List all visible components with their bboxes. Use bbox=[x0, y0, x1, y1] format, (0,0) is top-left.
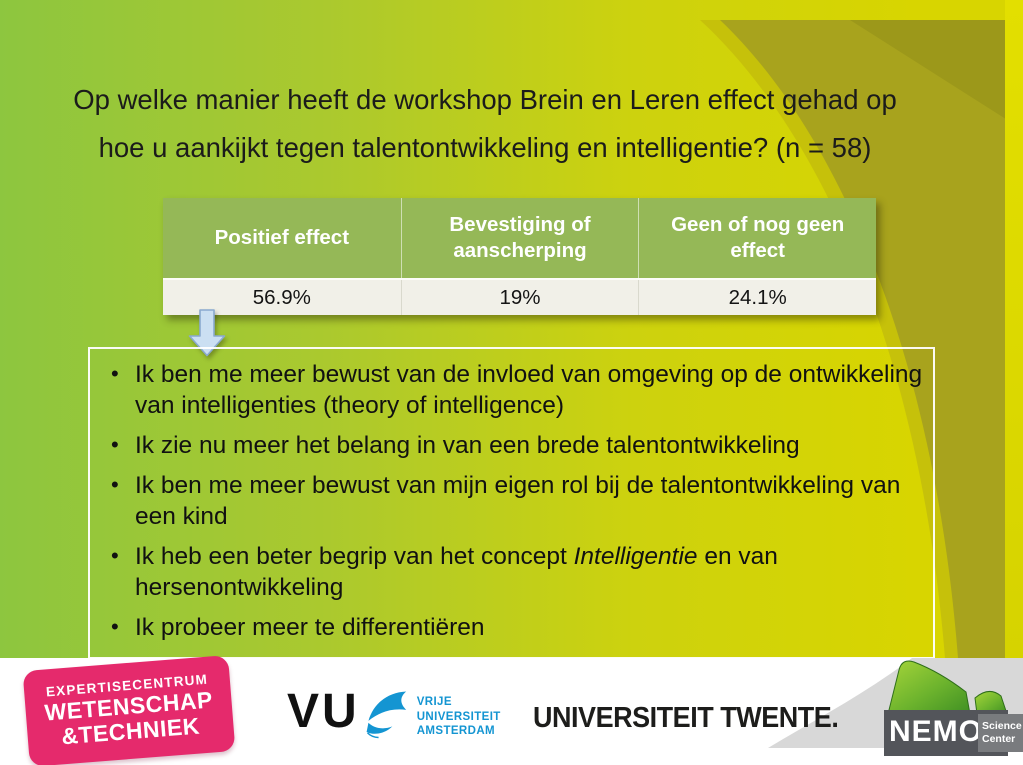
nemo-logo-box: NEMO Science Center bbox=[884, 710, 1023, 756]
vu-wordmark: VU bbox=[287, 685, 360, 738]
table-header-cell: Positief effect bbox=[214, 226, 350, 249]
down-arrow-icon bbox=[188, 309, 226, 357]
table-value-cell: 56.9% bbox=[252, 285, 311, 309]
nemo-wordmark: NEMO bbox=[889, 715, 983, 748]
footer-logo-bar: EXPERTISECENTRUM WETENSCHAP &TECHNIEK VU… bbox=[0, 655, 1023, 765]
nemo-roof-icon bbox=[887, 660, 1008, 715]
nemo-logo: NEMO Science Center bbox=[872, 656, 1023, 761]
list-item: Ik probeer meer te differentiëren bbox=[104, 611, 925, 643]
answers-box: Ik ben me meer bewust van de invloed van… bbox=[88, 347, 935, 659]
table-header-cell: Geen of nog geen effect bbox=[638, 198, 876, 278]
list-item: Ik zie nu meer het belang in van een bre… bbox=[104, 429, 925, 461]
table-header-cell: Bevestiging of aanscherping bbox=[400, 198, 639, 278]
list-item: Ik ben me meer bewust van de invloed van… bbox=[104, 358, 925, 421]
title-line-1: Op welke manier heeft de workshop Brein … bbox=[73, 84, 897, 115]
table-value-cell: 24.1% bbox=[638, 280, 876, 315]
nemo-science-center-label: Science Center bbox=[978, 714, 1023, 752]
page-title: Op welke manier heeft de workshop Brein … bbox=[0, 76, 970, 172]
title-line-2: hoe u aankijkt tegen talentontwikkeling … bbox=[98, 132, 872, 163]
table-header-row: Positief effect Bevestiging of aanscherp… bbox=[163, 198, 876, 280]
vu-logo: VU VRIJE UNIVERSITEIT AMSTERDAM bbox=[287, 687, 501, 740]
vu-logo-text: VRIJE UNIVERSITEIT AMSTERDAM bbox=[416, 696, 501, 737]
twente-logo: UNIVERSITEIT TWENTE. bbox=[533, 702, 839, 734]
results-table: Positief effect Bevestiging of aanscherp… bbox=[163, 198, 876, 315]
bullet-list: Ik ben me meer bewust van de invloed van… bbox=[90, 349, 933, 643]
table-value-cell: 19% bbox=[400, 280, 639, 315]
list-item: Ik ben me meer bewust van mijn eigen rol… bbox=[104, 469, 925, 532]
ewt-logo: EXPERTISECENTRUM WETENSCHAP &TECHNIEK bbox=[22, 655, 236, 765]
table-value-row: 56.9% 19% 24.1% bbox=[163, 280, 876, 315]
griffin-icon bbox=[366, 691, 406, 739]
list-item: Ik heb een beter begrip van het concept … bbox=[104, 540, 925, 603]
